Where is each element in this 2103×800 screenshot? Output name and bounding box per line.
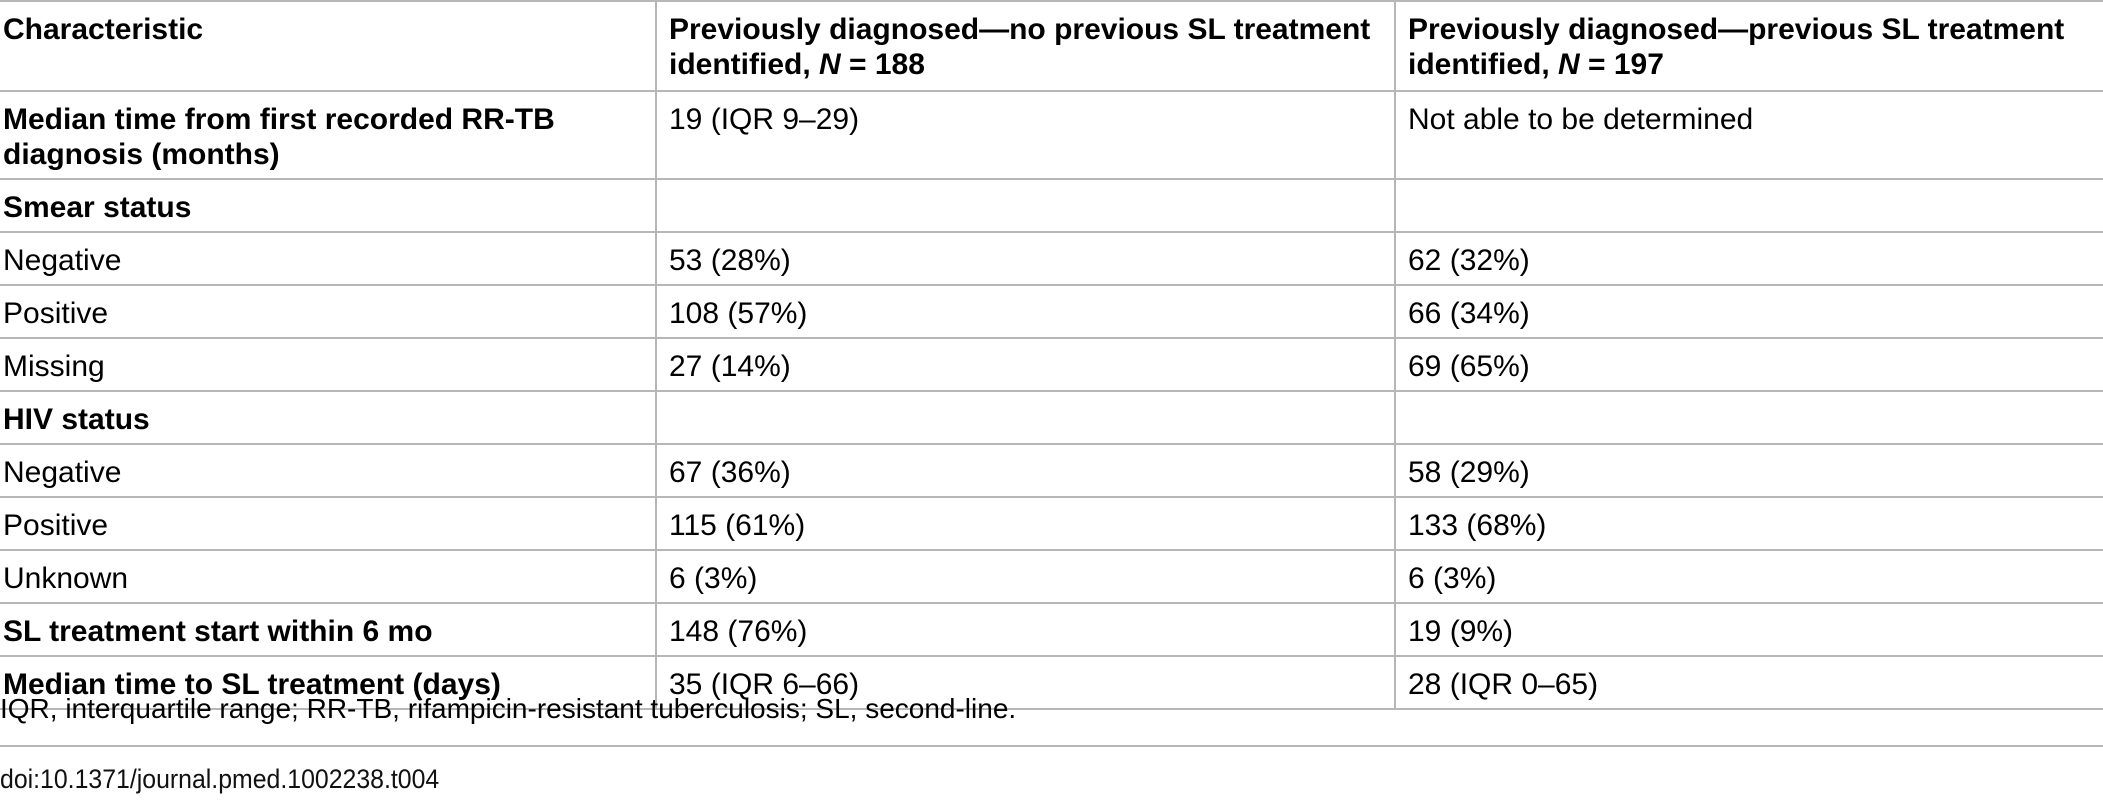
cell-previous-sl [1394,390,2103,445]
data-table-container: Characteristic Previously diagnosed—no p… [0,0,2103,710]
cell-no-previous-sl: 67 (36%) [655,443,1395,498]
cell-no-previous-sl: 35 (IQR 6–66) [655,655,1395,710]
row-label: Positive [0,284,656,339]
cell-previous-sl: 69 (65%) [1394,337,2103,392]
row-label: Smear status [0,178,656,233]
cell-no-previous-sl [655,178,1395,233]
row-label: SL treatment start within 6 mo [0,602,656,657]
table-row: Median time to SL treatment (days) 35 (I… [0,655,2103,710]
row-label: Missing [0,337,656,392]
header-no-previous-sl-n-value: = 188 [840,48,925,81]
table-row: Median time from first recorded RR-TB di… [0,90,2103,180]
cell-previous-sl: 62 (32%) [1394,231,2103,286]
header-previous-sl-n-value: = 197 [1579,48,1664,81]
cell-no-previous-sl: 148 (76%) [655,602,1395,657]
table-row: Positive 108 (57%) 66 (34%) [0,284,2103,339]
header-characteristic: Characteristic [0,0,656,92]
row-label: Positive [0,496,656,551]
cell-no-previous-sl [655,390,1395,445]
header-previous-sl: Previously diagnosed—previous SL treatme… [1394,0,2103,92]
table-footnote: IQR, interquartile range; RR-TB, rifampi… [0,693,1017,724]
cell-previous-sl: 133 (68%) [1394,496,2103,551]
header-no-previous-sl-text: Previously diagnosed—no previous SL trea… [669,13,1371,81]
cell-previous-sl: 66 (34%) [1394,284,2103,339]
table-header-row: Characteristic Previously diagnosed—no p… [0,0,2103,92]
cell-previous-sl: 19 (9%) [1394,602,2103,657]
header-previous-sl-n-label: N [1558,48,1580,81]
table-row: Positive 115 (61%) 133 (68%) [0,496,2103,551]
row-label: Median time to SL treatment (days) [0,655,656,710]
row-label: Unknown [0,549,656,604]
characteristics-table: Characteristic Previously diagnosed—no p… [0,0,2103,710]
table-row: HIV status [0,390,2103,445]
cell-previous-sl: 58 (29%) [1394,443,2103,498]
header-previous-sl-text: Previously diagnosed—previous SL treatme… [1408,13,2065,81]
cell-previous-sl: 6 (3%) [1394,549,2103,604]
cell-previous-sl: 28 (IQR 0–65) [1394,655,2103,710]
cell-no-previous-sl: 6 (3%) [655,549,1395,604]
cell-no-previous-sl: 19 (IQR 9–29) [655,90,1395,180]
doi-link[interactable]: doi:10.1371/journal.pmed.1002238.t004 [0,764,440,794]
row-label: Negative [0,443,656,498]
table-row: Missing 27 (14%) 69 (65%) [0,337,2103,392]
cell-previous-sl [1394,178,2103,233]
table-row: SL treatment start within 6 mo 148 (76%)… [0,602,2103,657]
footer-divider [0,745,2103,747]
header-no-previous-sl-n-label: N [819,48,841,81]
table-row: Unknown 6 (3%) 6 (3%) [0,549,2103,604]
row-label: Negative [0,231,656,286]
table-row: Negative 67 (36%) 58 (29%) [0,443,2103,498]
header-no-previous-sl: Previously diagnosed—no previous SL trea… [655,0,1395,92]
row-label: HIV status [0,390,656,445]
cell-no-previous-sl: 115 (61%) [655,496,1395,551]
cell-no-previous-sl: 27 (14%) [655,337,1395,392]
cell-no-previous-sl: 108 (57%) [655,284,1395,339]
row-label: Median time from first recorded RR-TB di… [0,90,656,180]
table-row: Smear status [0,178,2103,233]
table-row: Negative 53 (28%) 62 (32%) [0,231,2103,286]
cell-previous-sl: Not able to be determined [1394,90,2103,180]
cell-no-previous-sl: 53 (28%) [655,231,1395,286]
